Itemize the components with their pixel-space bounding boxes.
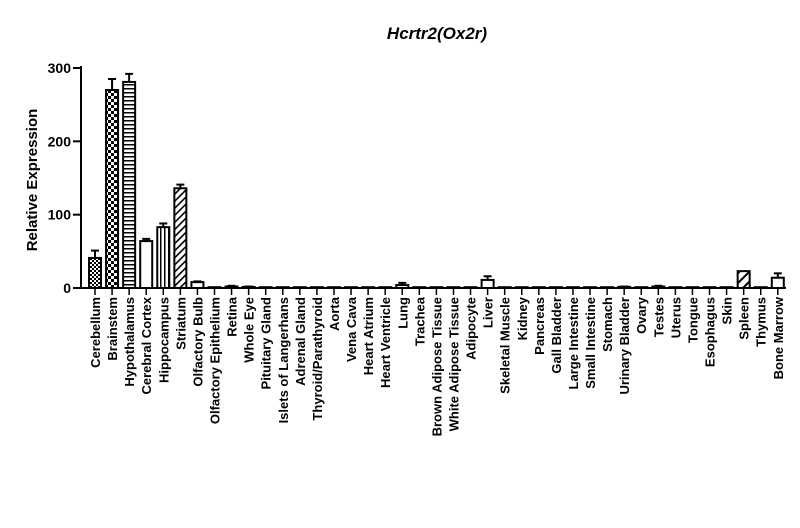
- bar-bone-marrow: [770, 276, 785, 290]
- bar-stomach: [600, 286, 615, 290]
- category-label: Urinary Bladder: [617, 297, 632, 395]
- bar-thymus: [753, 286, 768, 290]
- category-label: Esophagus: [703, 297, 718, 367]
- category-label: Liver: [481, 297, 496, 328]
- bars: [88, 80, 785, 290]
- category-label: Stomach: [600, 297, 615, 352]
- category-label: Vena Cava: [344, 296, 359, 362]
- category-label: Large Intestine: [566, 297, 581, 389]
- bar-cerebral-cortex: [139, 240, 154, 289]
- category-label: Thymus: [754, 297, 769, 347]
- category-label: Hypothalamus: [122, 297, 137, 387]
- category-label: Lung: [395, 297, 410, 329]
- category-label: Small Intestine: [583, 297, 598, 389]
- bar-skin: [719, 286, 734, 290]
- y-tick-label: 100: [48, 207, 72, 223]
- bar-aorta: [326, 286, 341, 290]
- category-label: Striatum: [173, 297, 188, 350]
- bar-tongue: [685, 286, 700, 290]
- category-label: Spleen: [737, 297, 752, 340]
- bar-pituitary-gland: [258, 286, 273, 290]
- chart-title: Hcrtr2(Ox2r): [387, 24, 487, 43]
- y-tick-label: 300: [48, 60, 72, 76]
- bar-vena-cava: [344, 286, 359, 290]
- category-label: Skeletal Muscle: [498, 297, 513, 394]
- bar-gall-bladder: [548, 286, 563, 290]
- category-label: Testes: [651, 297, 666, 337]
- category-label: White Adipose Tissue: [446, 297, 461, 431]
- category-label: Gall Bladder: [549, 297, 564, 374]
- bar-hypothalamus: [122, 80, 137, 289]
- y-ticks: 0 100 200 300: [48, 60, 81, 296]
- bar-striatum: [173, 187, 188, 289]
- bar-kidney: [514, 286, 529, 290]
- bar-liver: [480, 278, 495, 289]
- bar-small-intestine: [583, 286, 598, 290]
- category-label: Islets of Langerhans: [276, 297, 291, 423]
- bar-brown-adipose-tissue: [429, 286, 444, 290]
- category-label: Cerebral Cortex: [139, 296, 154, 394]
- bar-brainstem: [105, 89, 120, 289]
- category-label: Olfactory Bulb: [190, 297, 205, 387]
- category-label: Tongue: [685, 297, 700, 343]
- bar-esophagus: [702, 286, 717, 290]
- bar-heart-atrium: [361, 286, 376, 290]
- category-label: Brainstem: [105, 297, 120, 361]
- bar-spleen: [736, 270, 751, 289]
- category-label: Skin: [720, 297, 735, 325]
- error-bars: [91, 72, 782, 288]
- category-label: Cerebellum: [88, 297, 103, 368]
- category-label: Kidney: [515, 296, 530, 340]
- bar-adrenal-gland: [292, 286, 307, 290]
- bar-trachea: [412, 286, 427, 290]
- category-label: Adipocyte: [464, 297, 479, 360]
- bar-hippocampus: [156, 226, 171, 289]
- category-label: Aorta: [327, 296, 342, 331]
- bar-thyroid-parathyroid: [309, 286, 324, 290]
- bar-uterus: [668, 286, 683, 290]
- category-label: Hippocampus: [156, 297, 171, 383]
- bar-lung: [395, 284, 410, 290]
- bar-ovary: [634, 286, 649, 290]
- bar-olfactory-bulb: [190, 281, 205, 289]
- bar-olfactory-epithelium: [207, 286, 222, 290]
- category-label: Olfactory Epithelium: [207, 297, 222, 424]
- category-label: Uterus: [668, 297, 683, 338]
- category-label: Heart Atrium: [361, 297, 376, 375]
- category-label: Retina: [225, 296, 240, 337]
- category-label: Bone Marrow: [771, 296, 786, 379]
- bar-islets-of-langerhans: [275, 286, 290, 290]
- bar-skeletal-muscle: [497, 286, 512, 290]
- y-tick-label: 200: [48, 133, 72, 149]
- category-label: Brown Adipose Tissue: [429, 297, 444, 436]
- category-labels: Cerebellum Brainstem Hypothalamus Cerebral …: [88, 288, 786, 436]
- bar-pancreas: [531, 286, 546, 290]
- category-label: Pituitary Gland: [259, 297, 274, 390]
- category-label: Whole Eye: [242, 297, 257, 363]
- category-label: Ovary: [634, 296, 649, 334]
- y-tick-label: 0: [63, 280, 71, 296]
- bar-adipocyte: [463, 286, 478, 290]
- bar-heart-ventricle: [378, 286, 393, 290]
- category-label: Pancreas: [532, 297, 547, 355]
- bar-large-intestine: [565, 286, 580, 290]
- bar-cerebellum: [88, 256, 102, 289]
- category-label: Adrenal Gland: [293, 297, 308, 386]
- y-axis-label: Relative Expression: [24, 109, 41, 252]
- bar-white-adipose-tissue: [446, 286, 461, 290]
- category-label: Heart Ventricle: [378, 297, 393, 388]
- category-label: Trachea: [412, 296, 427, 346]
- category-label: Thyroid/Parathyroid: [310, 297, 325, 421]
